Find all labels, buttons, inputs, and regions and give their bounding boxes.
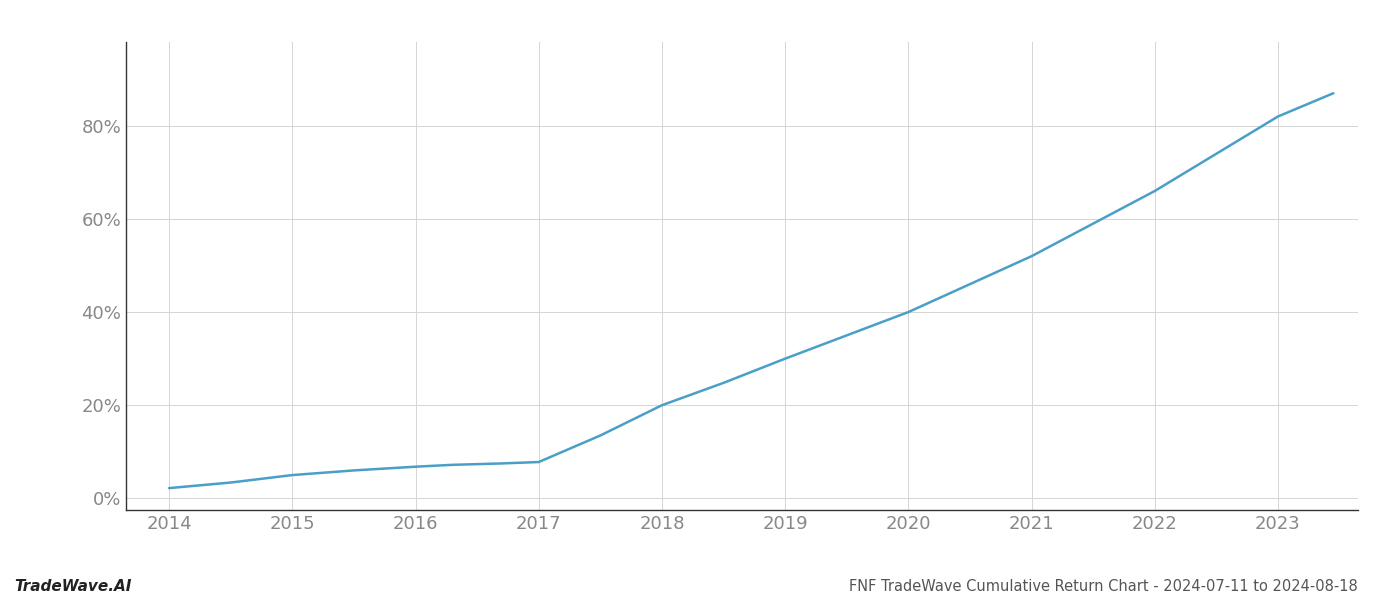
Text: FNF TradeWave Cumulative Return Chart - 2024-07-11 to 2024-08-18: FNF TradeWave Cumulative Return Chart - … xyxy=(850,579,1358,594)
Text: TradeWave.AI: TradeWave.AI xyxy=(14,579,132,594)
